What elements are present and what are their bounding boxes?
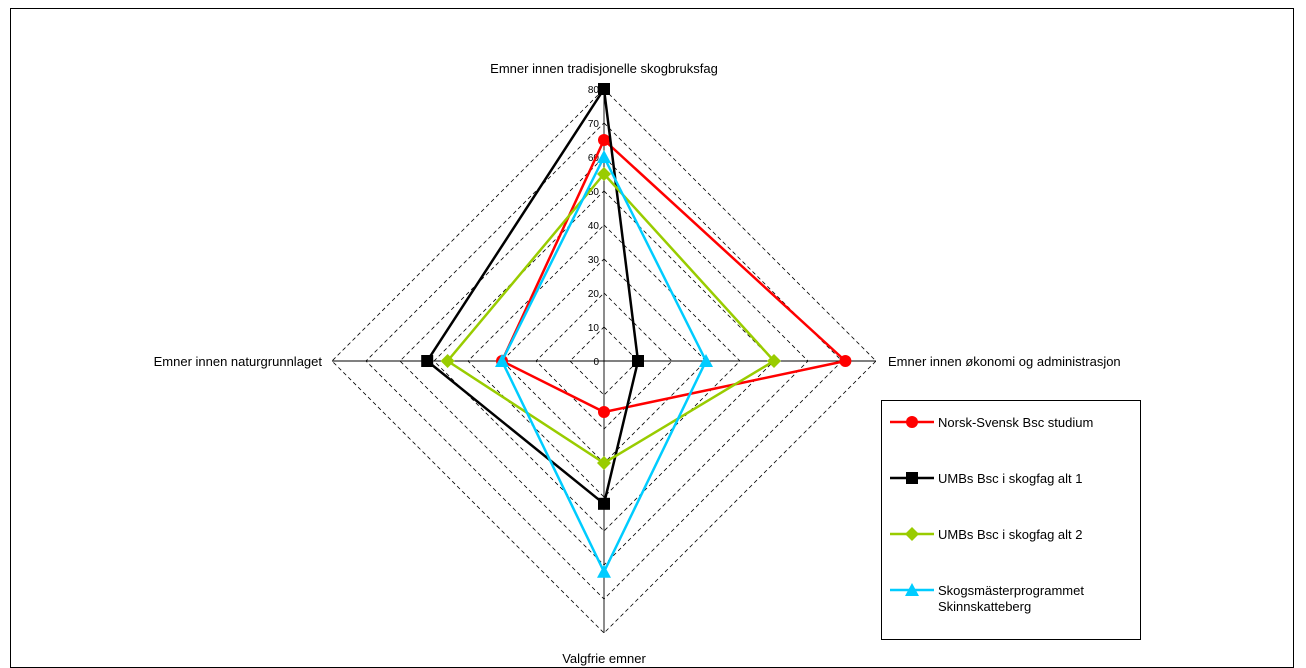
tick-label-60: 60 bbox=[588, 153, 600, 164]
legend-label-1: UMBs Bsc i skogfag alt 1 bbox=[938, 471, 1083, 486]
series-2-point-1 bbox=[767, 354, 781, 368]
tick-label-80: 80 bbox=[588, 85, 600, 96]
legend: Norsk-Svensk Bsc studium UMBs Bsc i skogf… bbox=[881, 400, 1141, 640]
series-line-2 bbox=[445, 172, 776, 465]
legend-label-3: Skogsmästerprogrammet Skinnskatteberg bbox=[938, 583, 1084, 614]
radar-series bbox=[421, 83, 852, 578]
series-1-point-3 bbox=[421, 355, 434, 367]
series-1 bbox=[421, 83, 644, 510]
legend-swatch-3 bbox=[890, 583, 934, 596]
tick-label-50: 50 bbox=[588, 187, 600, 198]
tick-label-40: 40 bbox=[588, 221, 600, 232]
axis-label-2: Valgfrie emner bbox=[562, 651, 646, 666]
tick-label-20: 20 bbox=[588, 289, 600, 300]
radar-ticks: 0 10 20 30 40 50 60 70 80 bbox=[588, 85, 600, 368]
legend-marker-2 bbox=[905, 527, 919, 541]
series-1-point-1 bbox=[632, 355, 644, 367]
legend-item-2: UMBs Bsc i skogfag alt 2 bbox=[888, 527, 1083, 543]
series-2-point-0 bbox=[597, 167, 611, 181]
axis-label-3: Emner innen naturgrunnlaget bbox=[154, 354, 323, 369]
axis-label-1: Emner innen økonomi og administrasjon bbox=[888, 354, 1121, 369]
series-2-point-2 bbox=[597, 456, 611, 470]
chart-frame: 0 10 20 30 40 50 60 70 80 Emner innen tradisjone… bbox=[10, 8, 1294, 668]
tick-label-30: 30 bbox=[588, 255, 600, 266]
series-0-point-1 bbox=[839, 355, 852, 367]
series-0 bbox=[496, 134, 852, 418]
tick-label-0: 0 bbox=[593, 357, 599, 368]
axis-label-0: Emner innen tradisjonelle skogbruksfag bbox=[490, 61, 718, 76]
gridline-50 bbox=[433, 190, 775, 532]
series-3-point-0 bbox=[597, 150, 611, 163]
radar-chart: 0 10 20 30 40 50 60 70 80 Emner innen tradisjone… bbox=[154, 61, 1121, 666]
legend-swatch-2 bbox=[890, 527, 934, 541]
series-1-point-0 bbox=[598, 83, 610, 95]
legend-swatch-0 bbox=[890, 416, 934, 428]
tick-label-10: 10 bbox=[588, 323, 600, 334]
series-3-point-1 bbox=[699, 354, 713, 367]
series-0-point-2 bbox=[598, 406, 610, 418]
series-line-0 bbox=[500, 137, 849, 414]
legend-swatch-1 bbox=[890, 472, 934, 484]
legend-marker-1 bbox=[906, 472, 918, 484]
series-3-point-3 bbox=[495, 354, 509, 367]
series-2 bbox=[440, 167, 781, 470]
legend-marker-0 bbox=[906, 416, 918, 428]
legend-label-2: UMBs Bsc i skogfag alt 2 bbox=[938, 527, 1083, 542]
legend-item-1: UMBs Bsc i skogfag alt 1 bbox=[888, 471, 1083, 487]
series-3 bbox=[495, 150, 713, 578]
legend-item-0: Norsk-Svensk Bsc studium bbox=[888, 415, 1093, 431]
series-2-point-3 bbox=[440, 354, 455, 368]
legend-item-3: Skogsmästerprogrammet Skinnskatteberg bbox=[888, 583, 1128, 615]
series-1-point-2 bbox=[598, 497, 610, 510]
tick-label-70: 70 bbox=[588, 119, 600, 130]
series-3-point-2 bbox=[597, 564, 611, 578]
gridline-40 bbox=[467, 224, 741, 498]
series-0-point-0 bbox=[598, 134, 610, 146]
legend-marker-3 bbox=[905, 583, 919, 596]
gridline-80 bbox=[331, 88, 877, 634]
legend-label-0: Norsk-Svensk Bsc studium bbox=[938, 415, 1094, 430]
radar-axis-labels: Emner innen tradisjonelle skogbruksfag Em… bbox=[154, 61, 1121, 666]
